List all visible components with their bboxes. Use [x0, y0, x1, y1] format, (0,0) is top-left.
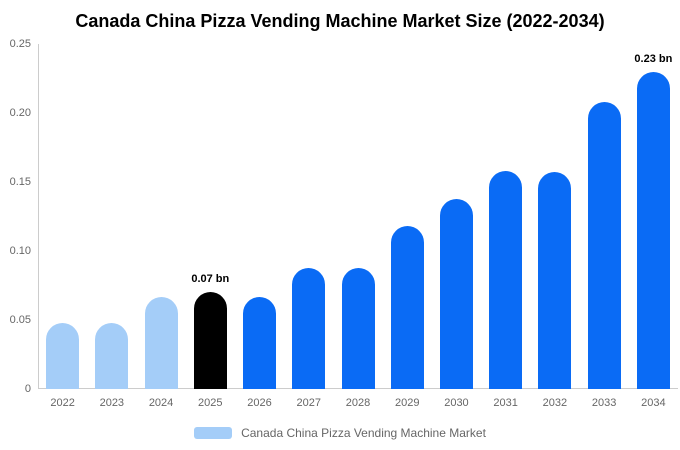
bar-2028[interactable] [341, 267, 375, 389]
x-axis-label-2024: 2024 [148, 397, 174, 409]
y-axis-label-0.25: 0.25 [9, 38, 31, 50]
legend-swatch [194, 427, 233, 439]
y-axis-label-0.10: 0.10 [9, 245, 31, 257]
bar-2023[interactable] [95, 322, 129, 389]
bar-2031[interactable] [489, 170, 523, 389]
x-axis-label-2026: 2026 [247, 397, 272, 409]
y-axis-label-0: 0 [24, 383, 31, 395]
bar-2025[interactable] [193, 292, 227, 389]
x-axis-label-2023: 2023 [99, 397, 125, 409]
bar-2022[interactable] [46, 322, 80, 389]
bar-2029[interactable] [390, 226, 424, 389]
x-axis-label-2034: 2034 [641, 397, 666, 409]
legend-item[interactable]: Canada China Pizza Vending Machine Marke… [194, 426, 486, 440]
bar-2032[interactable] [538, 172, 572, 389]
chart-title: Canada China Pizza Vending Machine Marke… [75, 11, 605, 31]
y-axis-line [38, 44, 39, 389]
bar-value-label-2025: 0.07 bn [191, 273, 230, 286]
x-axis-label-2030: 2030 [444, 397, 469, 409]
bar-2026[interactable] [243, 296, 277, 389]
bar-2027[interactable] [292, 267, 326, 389]
x-axis-label-2022: 2022 [50, 397, 75, 409]
x-axis-label-2033: 2033 [591, 397, 617, 409]
legend: Canada China Pizza Vending Machine Marke… [0, 426, 680, 440]
y-axis-label-0.05: 0.05 [9, 314, 31, 326]
x-axis-label-2028: 2028 [345, 397, 371, 409]
bar-2024[interactable] [144, 296, 178, 389]
x-axis-label-2025: 2025 [198, 397, 223, 409]
x-axis-label-2027: 2027 [296, 397, 321, 409]
x-axis-label-2029: 2029 [394, 397, 420, 409]
y-axis-label-0.20: 0.20 [9, 107, 31, 119]
bar-value-label-2034: 0.23 bn [634, 52, 673, 65]
bar-2033[interactable] [587, 101, 621, 389]
bar-2034[interactable] [636, 71, 670, 389]
bar-2030[interactable] [439, 198, 473, 389]
y-axis-label-0.15: 0.15 [9, 176, 31, 188]
x-axis-label-2032: 2032 [542, 397, 568, 409]
plot-area: 0 0.05 0.10 0.15 0.20 0.25 2022 2023 2024 2025 202… [10, 38, 678, 409]
x-axis-label-2031: 2031 [493, 397, 518, 409]
legend-label: Canada China Pizza Vending Machine Marke… [241, 426, 486, 440]
